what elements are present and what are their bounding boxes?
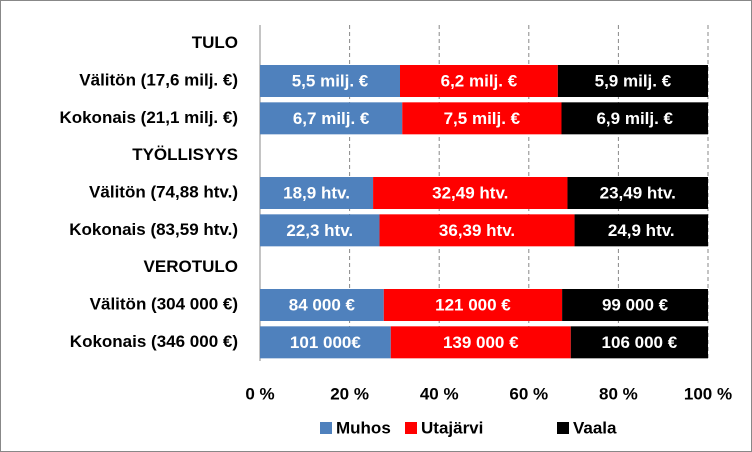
- data-label: 5,9 milj. €: [595, 71, 672, 90]
- legend-swatch: [405, 422, 417, 434]
- data-label: 24,9 htv.: [608, 221, 675, 240]
- y-tick-label: Kokonais (21,1 milj. €): [59, 108, 238, 127]
- bar-segment: [260, 102, 403, 135]
- y-tick-label: Kokonais (83,59 htv.): [69, 220, 238, 239]
- bar-segment: [373, 177, 568, 209]
- x-tick-label: 100 %: [684, 384, 732, 403]
- data-label: 22,3 htv.: [286, 221, 353, 240]
- bar-segment: [260, 326, 391, 359]
- bar-segment: [402, 102, 562, 135]
- x-tick-label: 0 %: [245, 384, 274, 403]
- data-label: 6,9 milj. €: [596, 109, 673, 128]
- bar-segment: [260, 177, 374, 209]
- bar-segment: [570, 326, 708, 359]
- x-tick-label: 20 %: [330, 384, 369, 403]
- legend-label: Utajärvi: [421, 418, 483, 437]
- y-tick-label: Kokonais (346 000 €): [70, 332, 238, 351]
- x-tick-label: 60 %: [509, 384, 548, 403]
- y-tick-label: TYÖLLISYYS: [132, 145, 238, 164]
- bar-segment: [562, 289, 708, 321]
- data-label: 6,2 milj. €: [441, 71, 518, 90]
- data-label: 101 000€: [290, 333, 361, 352]
- legend-label: Muhos: [336, 418, 391, 437]
- legend-label: Vaala: [573, 418, 617, 437]
- data-label: 84 000 €: [289, 295, 356, 314]
- data-label: 139 000 €: [443, 333, 519, 352]
- data-label: 32,49 htv.: [432, 183, 508, 202]
- legend-swatch: [320, 422, 332, 434]
- x-tick-label: 40 %: [420, 384, 459, 403]
- bar-segment: [561, 102, 708, 135]
- data-label: 18,9 htv.: [283, 183, 350, 202]
- bar-segment: [260, 289, 384, 321]
- bar-segment: [557, 65, 708, 97]
- data-label: 23,49 htv.: [600, 183, 676, 202]
- data-label: 5,5 milj. €: [292, 71, 369, 90]
- bar-segment: [260, 65, 400, 97]
- data-label: 99 000 €: [602, 295, 669, 314]
- bar-segment: [574, 214, 708, 247]
- bar-segment: [567, 177, 708, 209]
- y-tick-label: Välitön (304 000 €): [90, 294, 238, 313]
- data-label: 7,5 milj. €: [444, 109, 521, 128]
- bar-segment: [260, 214, 380, 247]
- data-label: 6,7 milj. €: [293, 109, 370, 128]
- bar-segment: [400, 65, 558, 97]
- legend-swatch: [557, 422, 569, 434]
- bar-segment: [390, 326, 571, 359]
- y-tick-label: TULO: [192, 33, 238, 52]
- bar-segment: [383, 289, 563, 321]
- data-label: 121 000 €: [435, 295, 511, 314]
- x-tick-label: 80 %: [599, 384, 638, 403]
- y-tick-label: Välitön (74,88 htv.): [89, 182, 238, 201]
- y-tick-label: Välitön (17,6 milj. €): [79, 70, 238, 89]
- bar-segment: [379, 214, 575, 247]
- y-tick-label: VEROTULO: [144, 257, 238, 276]
- data-label: 106 000 €: [602, 333, 678, 352]
- data-label: 36,39 htv.: [439, 221, 515, 240]
